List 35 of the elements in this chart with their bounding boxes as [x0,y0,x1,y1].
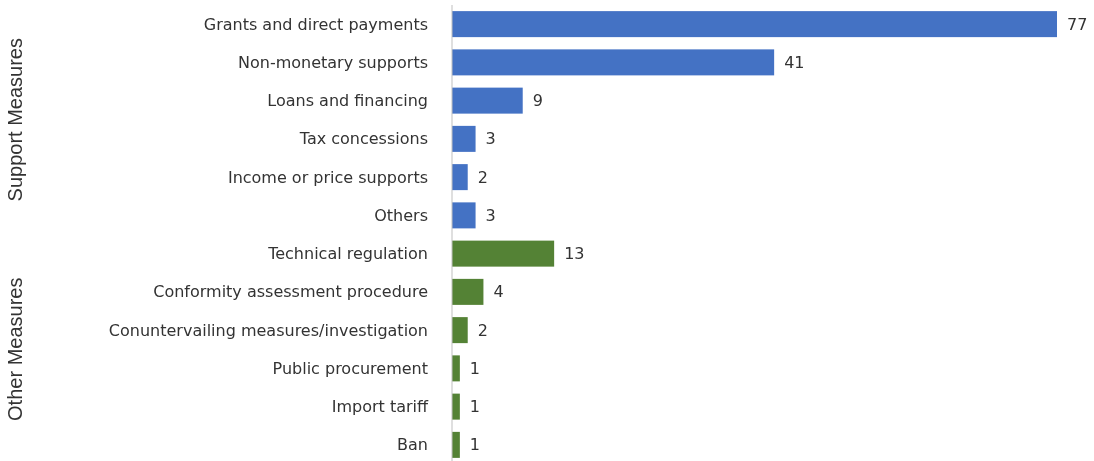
text: Support Measures [4,38,26,202]
data-label: 1 [469,358,481,378]
text: Other Measures [4,277,26,421]
data-label: 3 [485,129,496,149]
y-tick-label: Technical regulation [267,244,428,264]
data-label: 9 [532,91,543,111]
bar [452,202,476,229]
bar [452,278,484,305]
data-label: 4 [493,282,504,302]
bar [452,125,476,152]
bar [452,164,468,191]
y-tick-label: Tax concessions [298,129,428,149]
data-label: 77 [1067,14,1088,34]
bar [452,87,523,114]
bar [452,317,468,344]
data-label: 3 [485,205,496,225]
data-label: 41 [784,52,805,72]
data-label: 1 [469,435,481,455]
y-tick-label: Non-monetary supports [237,52,428,72]
data-label: 2 [477,167,488,187]
y-tick-label: Import tariff [331,397,429,417]
data-label: 1 [469,397,481,417]
bar [452,240,555,267]
bar [452,11,1057,38]
y-tick-label: Income or price supports [227,167,428,187]
y-tick-label: Public procurement [272,358,428,378]
y-tick-label: Conuntervailing measures/investigation [108,320,428,340]
y-tick-label: Ban [397,435,428,455]
bar [452,49,775,76]
y-tick-label: Loans and financing [267,91,428,111]
data-label: 13 [564,244,585,264]
data-label: 2 [477,320,488,340]
y-tick-label: Conformity assessment procedure [153,282,428,302]
y-tick-label: Grants and direct payments [203,14,428,34]
y-tick-label: Others [374,205,428,225]
